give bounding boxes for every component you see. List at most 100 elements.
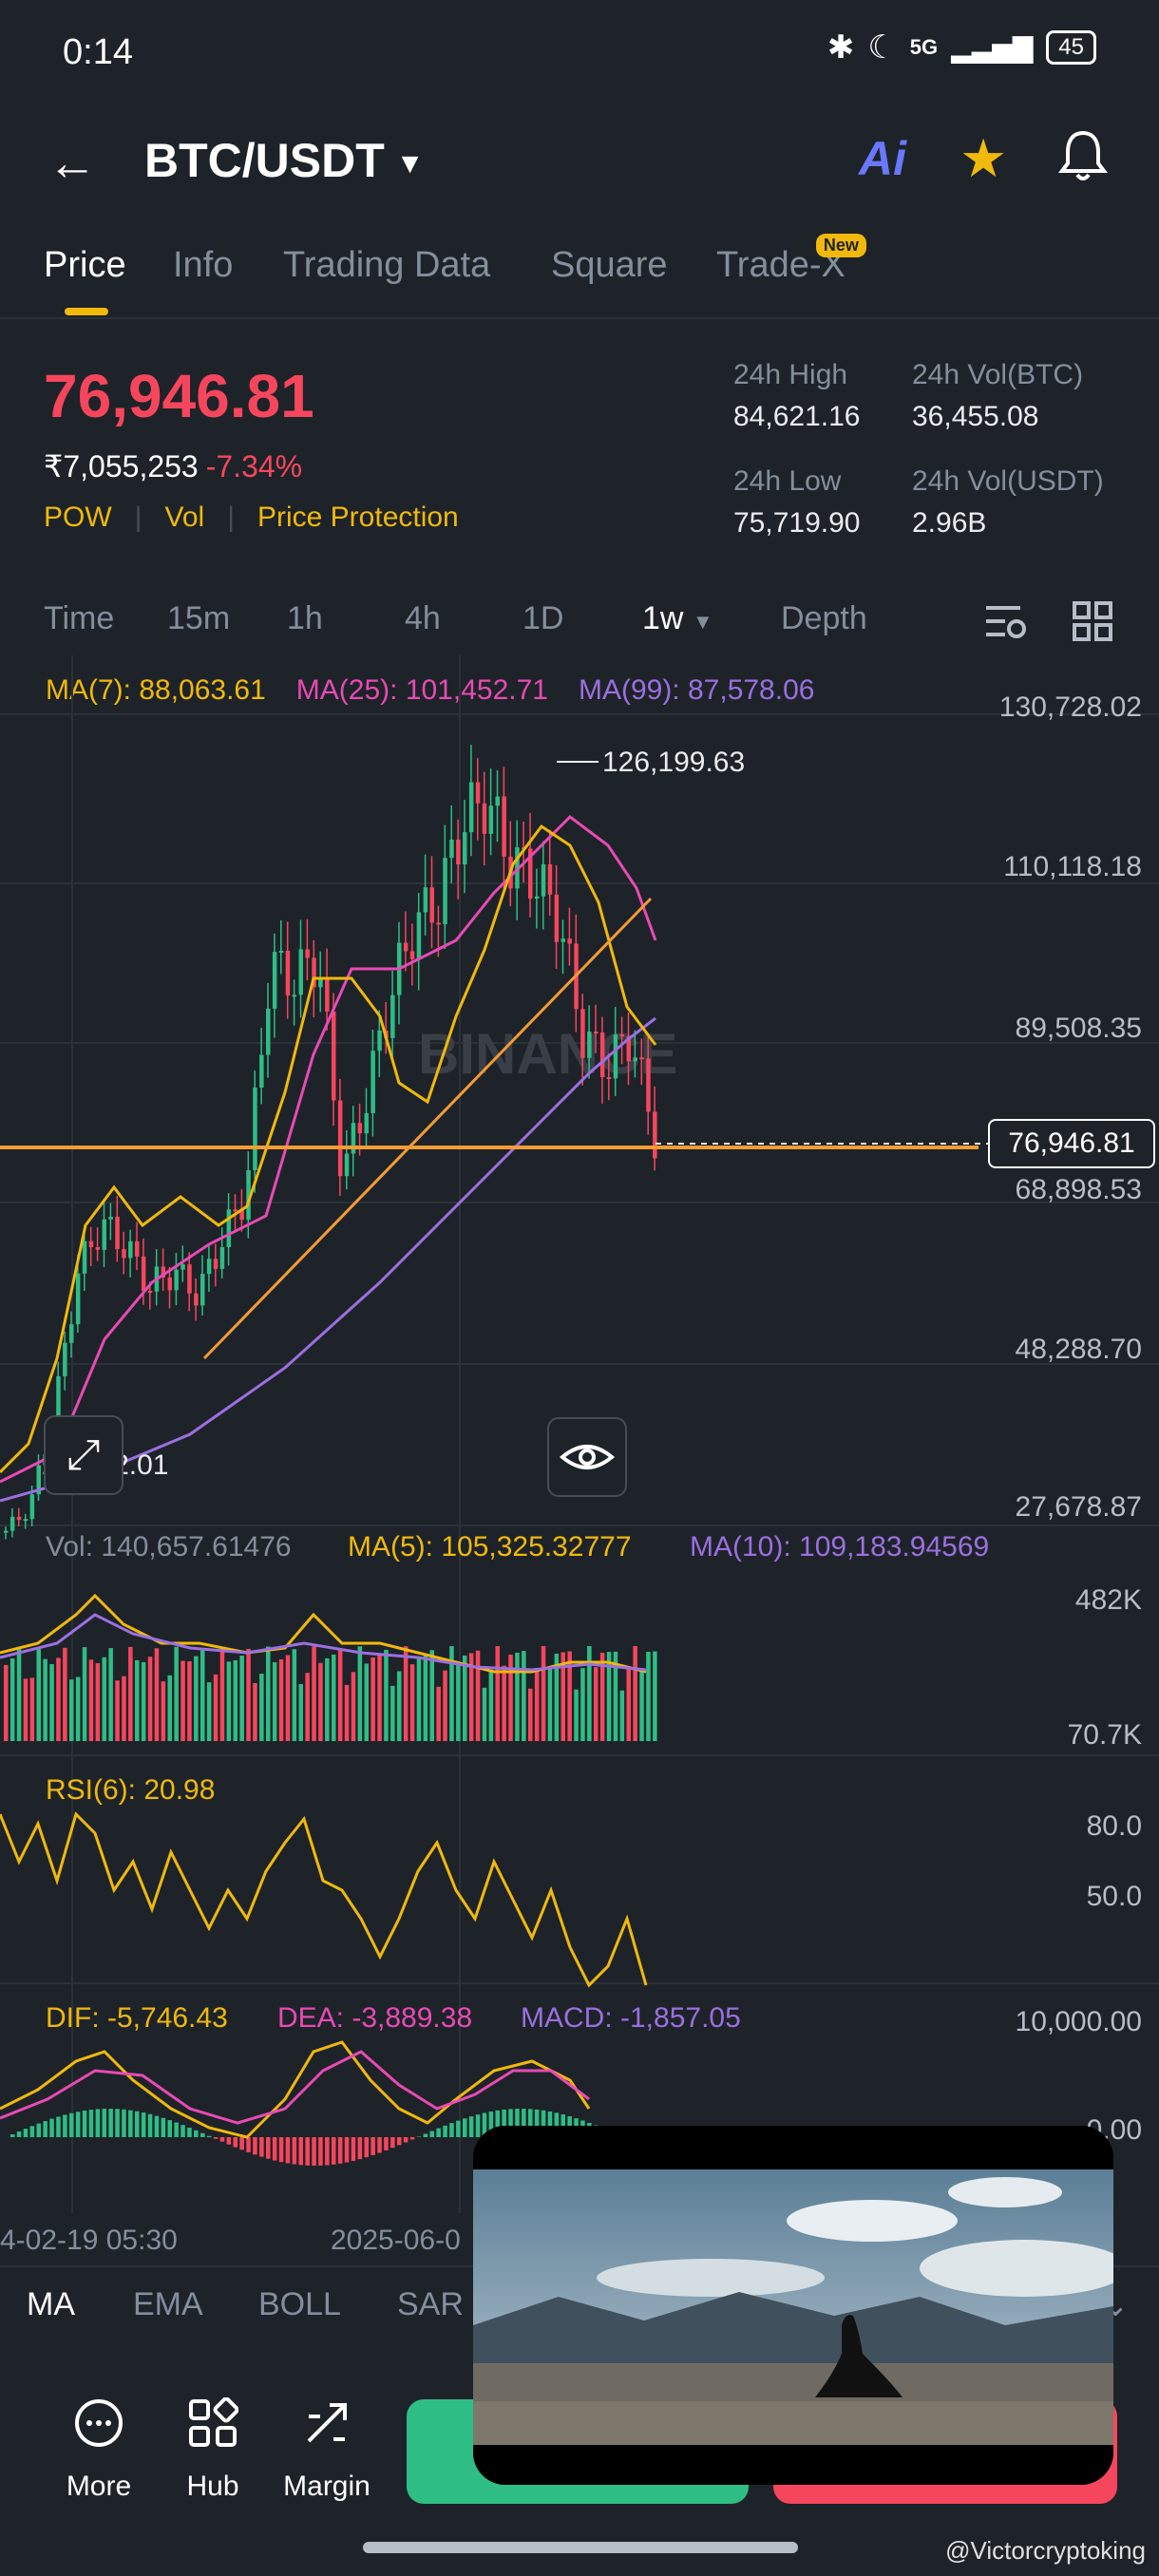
tag-separator: | [134, 502, 142, 533]
macd-bar [482, 2112, 487, 2137]
expand-icon[interactable]: ⤢ [44, 1415, 124, 1495]
macd-bar [298, 2137, 303, 2166]
volume-bar [409, 1664, 415, 1741]
candle-body [75, 1273, 81, 1325]
interval-1h[interactable]: 1h [287, 600, 323, 636]
tab-info[interactable]: Info [173, 245, 234, 285]
interval-time[interactable]: Time [44, 600, 115, 636]
bell-icon[interactable] [1058, 127, 1108, 194]
volume-bar [547, 1666, 553, 1741]
macd-bar [554, 2112, 560, 2137]
macd-bar [541, 2110, 546, 2137]
macd-bar [272, 2137, 277, 2161]
tab-trade-x[interactable]: Trade-X New [716, 234, 866, 286]
hub-icon [165, 2396, 260, 2463]
eye-icon[interactable] [547, 1417, 627, 1497]
chart-settings-icon[interactable] [982, 600, 1028, 647]
candle-body [135, 1241, 140, 1257]
indicator-tab-boll[interactable]: BOLL [258, 2286, 341, 2322]
tab-square[interactable]: Square [551, 245, 668, 285]
status-time: 0:14 [63, 32, 133, 72]
price-inr: ₹7,055,253 [44, 449, 199, 483]
candle-body [639, 1057, 644, 1060]
battery-icon: 45 [1046, 30, 1096, 65]
chart-canvas[interactable]: BINANCE 126,199.63 25,632.01 [0, 655, 1159, 2213]
volume-bar [633, 1646, 637, 1741]
candle-body [482, 803, 487, 834]
candle-body [653, 1111, 657, 1159]
back-arrow-icon[interactable]: ← [48, 136, 97, 191]
candle-body [456, 839, 461, 864]
macd-bar [370, 2137, 375, 2155]
candle-body [4, 1530, 9, 1533]
tab-trading-data[interactable]: Trading Data [283, 245, 491, 285]
volume-bar [4, 1665, 9, 1741]
macd-bar [154, 2115, 160, 2137]
macd-bar [69, 2112, 74, 2137]
stat-value: 75,719.90 [733, 507, 861, 539]
stat-value: 2.96B [912, 507, 987, 539]
stat-label: 24h Vol(BTC) [912, 359, 1084, 390]
volume-ma5-label: MA(5): 105,325.32777 [348, 1531, 632, 1563]
video-pip-player[interactable] [473, 2126, 1113, 2485]
more-button[interactable]: More [51, 2397, 146, 2503]
macd-dif-label: DIF: -5,746.43 [46, 2002, 228, 2034]
candle-body [122, 1249, 126, 1259]
pair-label: BTC/USDT [144, 134, 385, 187]
macd-bar [488, 2112, 494, 2137]
stat-24h-low: 24h Low 75,719.90 [733, 465, 860, 540]
volume-bar [613, 1651, 618, 1741]
volume-bar [154, 1648, 160, 1741]
macd-bar [10, 2134, 15, 2137]
macd-bar [325, 2137, 330, 2166]
tag-pow[interactable]: POW [44, 502, 112, 533]
hub-button[interactable]: Hub [165, 2396, 260, 2503]
volume-bar [266, 1646, 271, 1741]
candle-body [194, 1293, 199, 1306]
candle-body [219, 1247, 225, 1269]
home-indicator [363, 2542, 798, 2553]
interval-4h[interactable]: 4h [405, 600, 441, 636]
interval-1d[interactable]: 1D [522, 600, 564, 636]
volume-label: Vol: 140,657.61476 [46, 1531, 292, 1563]
tab-price[interactable]: Price [44, 245, 126, 285]
margin-button[interactable]: Margin [279, 2397, 374, 2503]
indicator-tab-ema[interactable]: EMA [133, 2286, 203, 2322]
macd-bar [239, 2137, 244, 2150]
macd-bar [456, 2120, 461, 2137]
volume-bar [522, 1651, 526, 1741]
volume-bar [429, 1650, 434, 1741]
macd-bar [351, 2137, 356, 2161]
indicator-tab-ma[interactable]: MA [27, 2286, 75, 2322]
volume-bar [102, 1657, 106, 1741]
macd-bar [88, 2110, 94, 2137]
volume-bar [534, 1669, 540, 1741]
macd-bar [463, 2118, 467, 2137]
volume-bar [167, 1675, 172, 1741]
macd-bar [547, 2111, 553, 2137]
stat-24h-high: 24h High 84,621.16 [733, 359, 860, 433]
grid-layout-icon[interactable] [1072, 600, 1113, 647]
volume-bar [626, 1667, 631, 1741]
macd-bar [63, 2114, 67, 2137]
macd-bar [75, 2112, 81, 2137]
interval-15m[interactable]: 15m [167, 600, 231, 636]
indicator-tab-sar[interactable]: SAR [397, 2286, 464, 2322]
candle-body [560, 938, 565, 942]
volume-bar [253, 1683, 257, 1741]
tag-price-protection[interactable]: Price Protection [256, 502, 459, 533]
volume-bar [36, 1647, 41, 1741]
candle-body [88, 1241, 94, 1248]
macd-bar [495, 2110, 500, 2137]
star-icon[interactable]: ★ [960, 128, 1008, 188]
interval-1w[interactable]: 1w ▼ [642, 600, 713, 637]
tag-vol[interactable]: Vol [164, 502, 205, 533]
volume-bar [128, 1646, 133, 1741]
volume-bar [213, 1674, 218, 1741]
pair-selector[interactable]: BTC/USDT ▼ [144, 133, 424, 188]
interval-depth[interactable]: Depth [781, 600, 867, 636]
ai-icon[interactable]: Ai [859, 132, 906, 185]
axis-macd-top: 10,000.00 [1015, 2006, 1142, 2037]
candle-body [115, 1216, 120, 1250]
volume-bar [16, 1647, 22, 1741]
